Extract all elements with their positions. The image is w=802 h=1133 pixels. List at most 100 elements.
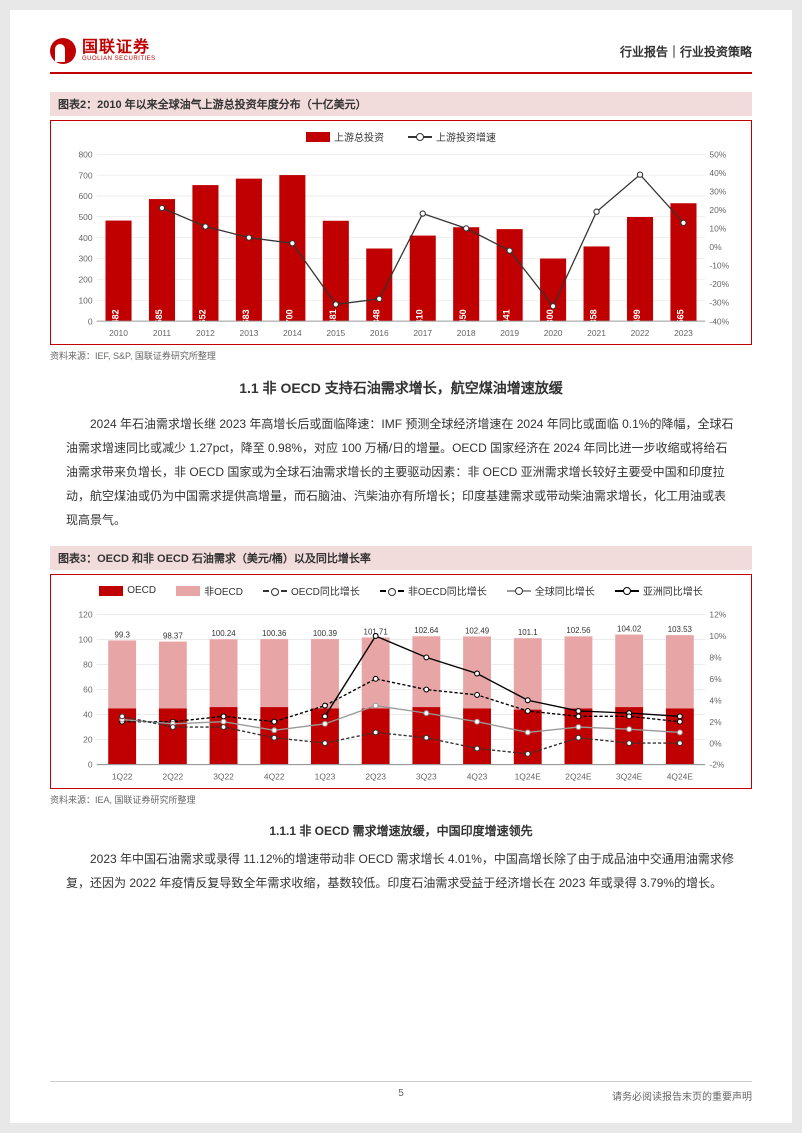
svg-text:683: 683 [241, 309, 251, 324]
svg-text:441: 441 [502, 309, 512, 324]
leg-asia-g: 亚洲同比增长 [643, 583, 703, 598]
svg-text:482: 482 [111, 309, 121, 324]
svg-text:585: 585 [154, 309, 164, 324]
svg-text:98.37: 98.37 [163, 632, 183, 641]
svg-text:2010: 2010 [109, 328, 128, 338]
svg-text:2%: 2% [709, 717, 722, 727]
svg-text:80: 80 [83, 660, 93, 670]
svg-text:499: 499 [632, 309, 642, 324]
svg-text:2011: 2011 [153, 328, 171, 338]
svg-text:4Q24E: 4Q24E [667, 771, 694, 781]
svg-text:8%: 8% [709, 653, 722, 663]
svg-text:0: 0 [88, 760, 93, 770]
header-category: 行业报告｜行业投资策略 [620, 43, 752, 60]
svg-text:100: 100 [78, 295, 92, 305]
svg-text:6%: 6% [709, 674, 722, 684]
svg-text:20%: 20% [709, 205, 726, 215]
page-number: 5 [398, 1088, 404, 1099]
chart2-box: OECD 非OECD OECD同比增长 非OECD同比增长 全球同比增长 亚洲同… [50, 574, 752, 789]
chart2-source: 资料来源：IEA, 国联证券研究所整理 [50, 793, 752, 806]
section2-body: 2023 年中国石油需求或录得 11.12%的增速带动非 OECD 需求增长 4… [50, 847, 752, 895]
svg-text:500: 500 [78, 212, 92, 222]
svg-text:3Q23: 3Q23 [416, 771, 437, 781]
svg-text:800: 800 [78, 150, 92, 159]
section1-body: 2024 年石油需求增长继 2023 年高增长后或面临降速：IMF 预测全球经济… [50, 412, 752, 532]
logo-cn: 国联证券 [82, 40, 156, 56]
svg-text:101.1: 101.1 [518, 628, 538, 637]
svg-text:40: 40 [83, 710, 93, 720]
svg-text:2Q23: 2Q23 [365, 771, 386, 781]
svg-text:2023: 2023 [674, 328, 693, 338]
svg-text:450: 450 [458, 309, 468, 324]
svg-text:100.39: 100.39 [313, 629, 338, 638]
svg-text:-20%: -20% [709, 279, 729, 289]
svg-text:0: 0 [88, 316, 93, 326]
svg-text:-30%: -30% [709, 298, 729, 308]
svg-text:300: 300 [78, 254, 92, 264]
chart1-legend-bar: 上游总投资 [334, 129, 384, 144]
svg-text:2Q22: 2Q22 [163, 771, 184, 781]
svg-text:2013: 2013 [240, 328, 259, 338]
svg-text:20: 20 [83, 735, 93, 745]
chart1-box: 上游总投资 上游投资增速 0100200300400500600700800-4… [50, 120, 752, 345]
svg-text:50%: 50% [709, 150, 726, 159]
svg-text:10%: 10% [709, 631, 726, 641]
svg-text:1Q22: 1Q22 [112, 771, 133, 781]
header: 国联证券 GUOLIAN SECURITIES 行业报告｜行业投资策略 [50, 38, 752, 74]
svg-text:700: 700 [284, 309, 294, 324]
leg-oecd-g: OECD同比增长 [291, 583, 360, 598]
svg-text:10%: 10% [709, 224, 726, 234]
section2-title: 1.1.1 非 OECD 需求增速放缓，中国印度增速领先 [50, 822, 752, 839]
svg-text:300: 300 [545, 309, 555, 324]
svg-text:2022: 2022 [631, 328, 650, 338]
svg-text:2012: 2012 [196, 328, 215, 338]
svg-text:100: 100 [78, 635, 92, 645]
svg-text:100.24: 100.24 [211, 629, 236, 638]
chart1-source: 资料来源：IEF, S&P, 国联证券研究所整理 [50, 349, 752, 362]
svg-text:-2%: -2% [709, 760, 725, 770]
page: 国联证券 GUOLIAN SECURITIES 行业报告｜行业投资策略 图表2：… [10, 10, 792, 1123]
svg-text:2015: 2015 [326, 328, 345, 338]
chart1-legend: 上游总投资 上游投资增速 [63, 129, 739, 144]
svg-text:102.56: 102.56 [566, 626, 591, 635]
leg-nonoecd: 非OECD [204, 583, 243, 598]
svg-text:0%: 0% [709, 242, 722, 252]
svg-text:-10%: -10% [709, 261, 729, 271]
chart2-svg: 020406080100120-2%0%2%4%6%8%10%12%99.31Q… [63, 604, 739, 784]
svg-text:652: 652 [197, 309, 207, 324]
leg-oecd: OECD [127, 585, 156, 596]
logo: 国联证券 GUOLIAN SECURITIES [50, 38, 156, 64]
svg-text:120: 120 [78, 610, 92, 620]
svg-text:1Q24E: 1Q24E [515, 771, 542, 781]
svg-text:-40%: -40% [709, 316, 729, 326]
svg-text:348: 348 [371, 309, 381, 324]
leg-nonoecd-g: 非OECD同比增长 [408, 583, 487, 598]
svg-text:104.02: 104.02 [617, 624, 641, 633]
svg-text:12%: 12% [709, 610, 726, 620]
chart1-title: 图表2：2010 年以来全球油气上游总投资年度分布（十亿美元） [50, 92, 752, 116]
svg-text:99.3: 99.3 [114, 630, 130, 639]
chart2-title: 图表3：OECD 和非 OECD 石油需求（美元/桶）以及同比增长率 [50, 546, 752, 570]
svg-text:100.36: 100.36 [262, 629, 287, 638]
svg-text:102.49: 102.49 [465, 626, 490, 635]
chart1-legend-line: 上游投资增速 [436, 129, 496, 144]
leg-global-g: 全球同比增长 [535, 583, 595, 598]
svg-text:2016: 2016 [370, 328, 389, 338]
svg-text:102.64: 102.64 [414, 626, 439, 635]
svg-text:4Q23: 4Q23 [467, 771, 488, 781]
svg-text:60: 60 [83, 685, 93, 695]
svg-text:410: 410 [415, 309, 425, 324]
svg-text:1Q23: 1Q23 [315, 771, 336, 781]
chart2-legend: OECD 非OECD OECD同比增长 非OECD同比增长 全球同比增长 亚洲同… [63, 583, 739, 598]
svg-text:3Q24E: 3Q24E [616, 771, 643, 781]
svg-text:358: 358 [589, 309, 599, 324]
logo-icon [50, 38, 76, 64]
svg-text:2018: 2018 [457, 328, 476, 338]
svg-text:400: 400 [78, 233, 92, 243]
logo-en: GUOLIAN SECURITIES [82, 56, 156, 62]
svg-text:40%: 40% [709, 168, 726, 178]
svg-text:481: 481 [328, 309, 338, 324]
svg-text:3Q22: 3Q22 [213, 771, 234, 781]
svg-text:2014: 2014 [283, 328, 302, 338]
section1-title: 1.1 非 OECD 支持石油需求增长，航空煤油增速放缓 [50, 378, 752, 398]
